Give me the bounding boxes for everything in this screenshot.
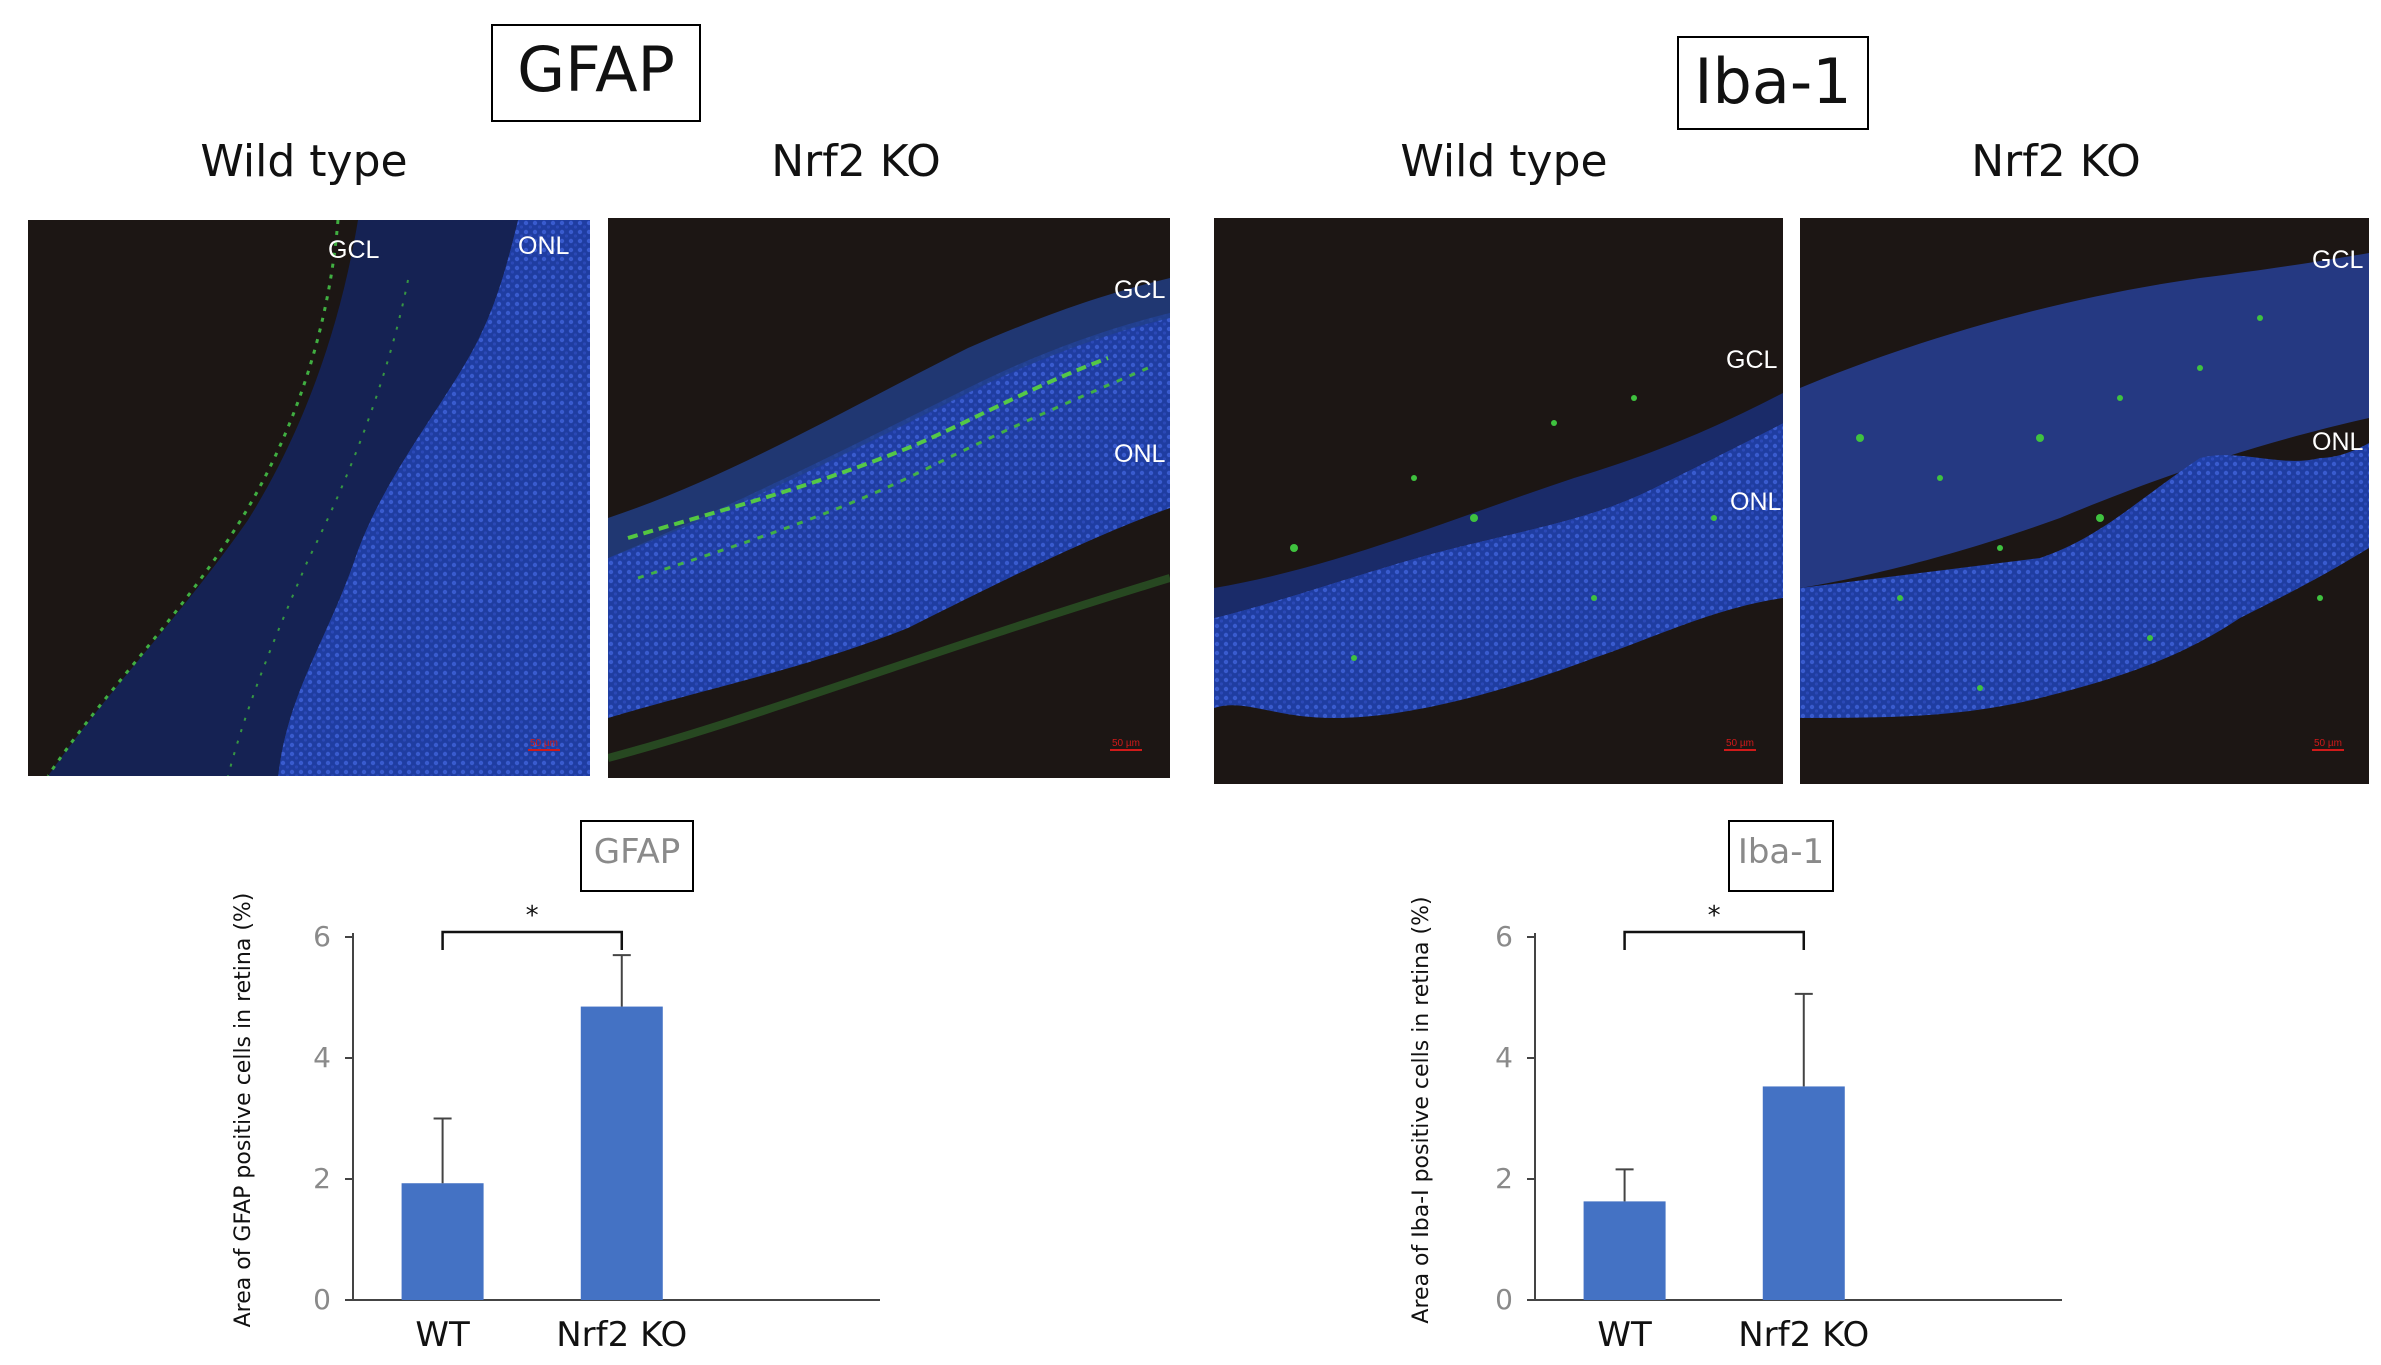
- bar: [401, 1183, 484, 1300]
- y-tick-label: 4: [313, 1041, 331, 1074]
- iba1-chart-title: Iba-1: [1728, 820, 1834, 892]
- gcl-label: GCL: [1726, 346, 1778, 374]
- gfap-bar-chart: Area of GFAP positive cells in retina (%…: [231, 893, 880, 1355]
- y-tick-label: 6: [1495, 920, 1513, 953]
- bar: [1762, 1086, 1845, 1300]
- iba1-nrf2-ko-label: Nrf2 KO: [1971, 136, 2141, 187]
- iba1-panel-title: Iba-1: [1677, 36, 1869, 130]
- bar: [1583, 1201, 1666, 1300]
- y-tick-label: 2: [313, 1162, 331, 1195]
- gfap-nrf2-ko-micrograph: GCL ONL 50 µm: [608, 218, 1170, 778]
- significance-bracket: [1623, 930, 1806, 950]
- x-tick-label: Nrf2 KO: [1738, 1315, 1869, 1355]
- x-tick-label: WT: [415, 1315, 470, 1355]
- scale-bar: 50 µm: [1110, 738, 1142, 751]
- y-tick-label: 2: [1495, 1162, 1513, 1195]
- gfap-wild-type-micrograph: GCL ONL 50 µm: [28, 220, 590, 776]
- y-tick-label: 4: [1495, 1041, 1513, 1074]
- x-tick-label: Nrf2 KO: [556, 1315, 687, 1355]
- scale-bar: 50 µm: [2312, 738, 2344, 751]
- gfap-wild-type-label: Wild type: [200, 136, 408, 187]
- iba1-wild-type-micrograph: GCL ONL 50 µm: [1214, 218, 1783, 784]
- iba1-wild-type-label: Wild type: [1400, 136, 1608, 187]
- x-tick-label: WT: [1597, 1315, 1652, 1355]
- y-axis-label: Area of Iba-I positive cells in retina (…: [1409, 896, 1434, 1323]
- onl-label: ONL: [518, 232, 570, 260]
- gcl-label: GCL: [328, 236, 380, 264]
- y-axis-label: Area of GFAP positive cells in retina (%…: [231, 893, 256, 1328]
- gcl-label: GCL: [2312, 246, 2364, 274]
- gcl-label: GCL: [1114, 276, 1166, 304]
- gfap-chart-title: GFAP: [580, 820, 694, 892]
- gfap-nrf2-ko-label: Nrf2 KO: [771, 136, 941, 187]
- iba1-bar-chart: Area of Iba-I positive cells in retina (…: [1409, 896, 2062, 1355]
- onl-label: ONL: [1114, 440, 1166, 468]
- significance-marker: *: [1708, 901, 1721, 931]
- iba1-nrf2-ko-micrograph: GCL ONL 50 µm: [1800, 218, 2369, 784]
- scale-bar: 50 µm: [1724, 738, 1756, 751]
- gfap-panel-title: GFAP: [491, 24, 701, 122]
- y-tick-label: 0: [313, 1283, 331, 1316]
- scale-bar: 50 µm: [528, 738, 560, 751]
- significance-bracket: [441, 930, 624, 950]
- bar: [580, 1006, 663, 1300]
- onl-label: ONL: [1730, 488, 1782, 516]
- significance-marker: *: [526, 901, 539, 931]
- onl-label: ONL: [2312, 428, 2364, 456]
- y-tick-label: 6: [313, 920, 331, 953]
- y-tick-label: 0: [1495, 1283, 1513, 1316]
